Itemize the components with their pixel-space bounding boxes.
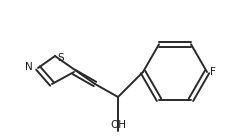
Text: OH: OH	[110, 120, 126, 130]
Text: S: S	[57, 53, 64, 63]
Text: F: F	[210, 67, 216, 77]
Text: N: N	[25, 62, 33, 72]
